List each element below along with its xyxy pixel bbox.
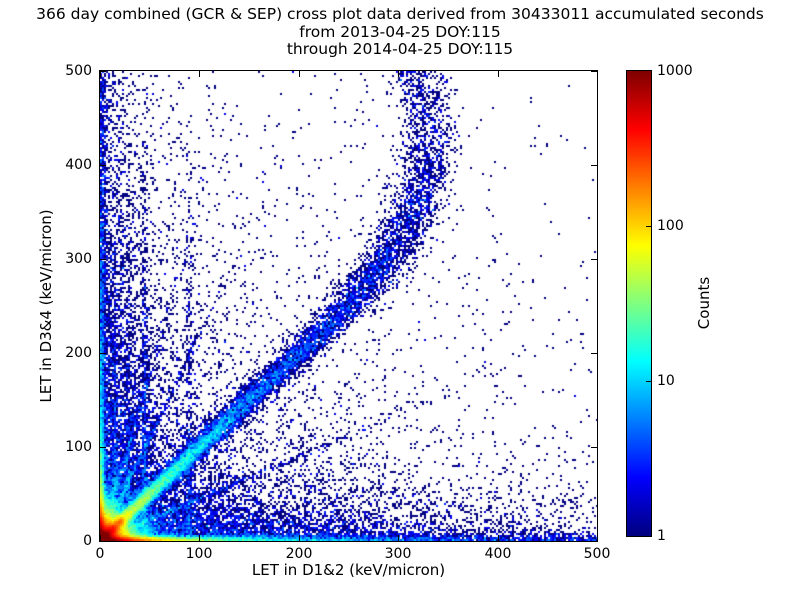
x-axis-label: LET in D1&2 (keV/micron) xyxy=(251,561,446,579)
x-tick-label: 0 xyxy=(95,546,105,562)
x-tick-mark-top xyxy=(100,71,101,77)
x-tick-mark-top xyxy=(199,71,200,77)
y-tick-label: 200 xyxy=(65,345,92,361)
y-tick-label: 300 xyxy=(65,251,92,267)
colorbar-label: Counts xyxy=(695,276,713,330)
x-tick-mark xyxy=(199,535,200,541)
y-tick-mark xyxy=(100,541,106,542)
scatter-heatmap-canvas xyxy=(100,71,597,541)
x-tick-mark-top xyxy=(498,71,499,77)
x-tick-mark xyxy=(100,535,101,541)
chart-title-line-3: through 2014-04-25 DOY:115 xyxy=(286,40,514,58)
x-tick-mark xyxy=(299,535,300,541)
colorbar-gradient xyxy=(627,71,651,536)
colorbar-tick-label: 1 xyxy=(657,528,666,544)
y-tick-label: 500 xyxy=(65,63,92,79)
colorbar-tick-label: 100 xyxy=(657,218,684,234)
y-tick-mark xyxy=(100,71,106,72)
colorbar-frame xyxy=(626,70,652,537)
y-tick-mark-right xyxy=(591,165,597,166)
x-tick-label: 400 xyxy=(484,546,512,562)
chart-title-line-1: 366 day combined (GCR & SEP) cross plot … xyxy=(36,5,764,23)
y-tick-mark-right xyxy=(591,447,597,448)
colorbar-tick-label: 10 xyxy=(657,373,675,389)
x-tick-label: 200 xyxy=(285,546,313,562)
y-tick-label: 100 xyxy=(65,439,92,455)
y-tick-label: 400 xyxy=(65,157,92,173)
y-tick-mark xyxy=(100,259,106,260)
chart-title: 366 day combined (GCR & SEP) cross plot … xyxy=(0,5,800,59)
x-tick-mark xyxy=(597,535,598,541)
colorbar-tick-mark xyxy=(646,226,651,227)
y-tick-mark-right xyxy=(591,353,597,354)
y-tick-mark xyxy=(100,353,106,354)
x-tick-mark xyxy=(498,535,499,541)
colorbar-tick-mark xyxy=(646,381,651,382)
y-axis-label: LET in D3&4 (keV/micron) xyxy=(37,209,55,403)
x-tick-mark-top xyxy=(398,71,399,77)
chart-title-line-2: from 2013-04-25 DOY:115 xyxy=(299,22,501,41)
x-tick-mark-top xyxy=(299,71,300,77)
colorbar-tick-label: 1000 xyxy=(657,63,693,79)
x-tick-mark-top xyxy=(597,71,598,77)
y-tick-mark-right xyxy=(591,71,597,72)
y-tick-mark xyxy=(100,165,106,166)
y-tick-mark-right xyxy=(591,541,597,542)
x-tick-mark xyxy=(398,535,399,541)
y-tick-mark xyxy=(100,447,106,448)
y-tick-label: 0 xyxy=(83,533,92,549)
x-tick-label: 300 xyxy=(384,546,412,562)
x-tick-label: 500 xyxy=(583,546,611,562)
y-tick-mark-right xyxy=(591,259,597,260)
x-tick-label: 100 xyxy=(185,546,213,562)
